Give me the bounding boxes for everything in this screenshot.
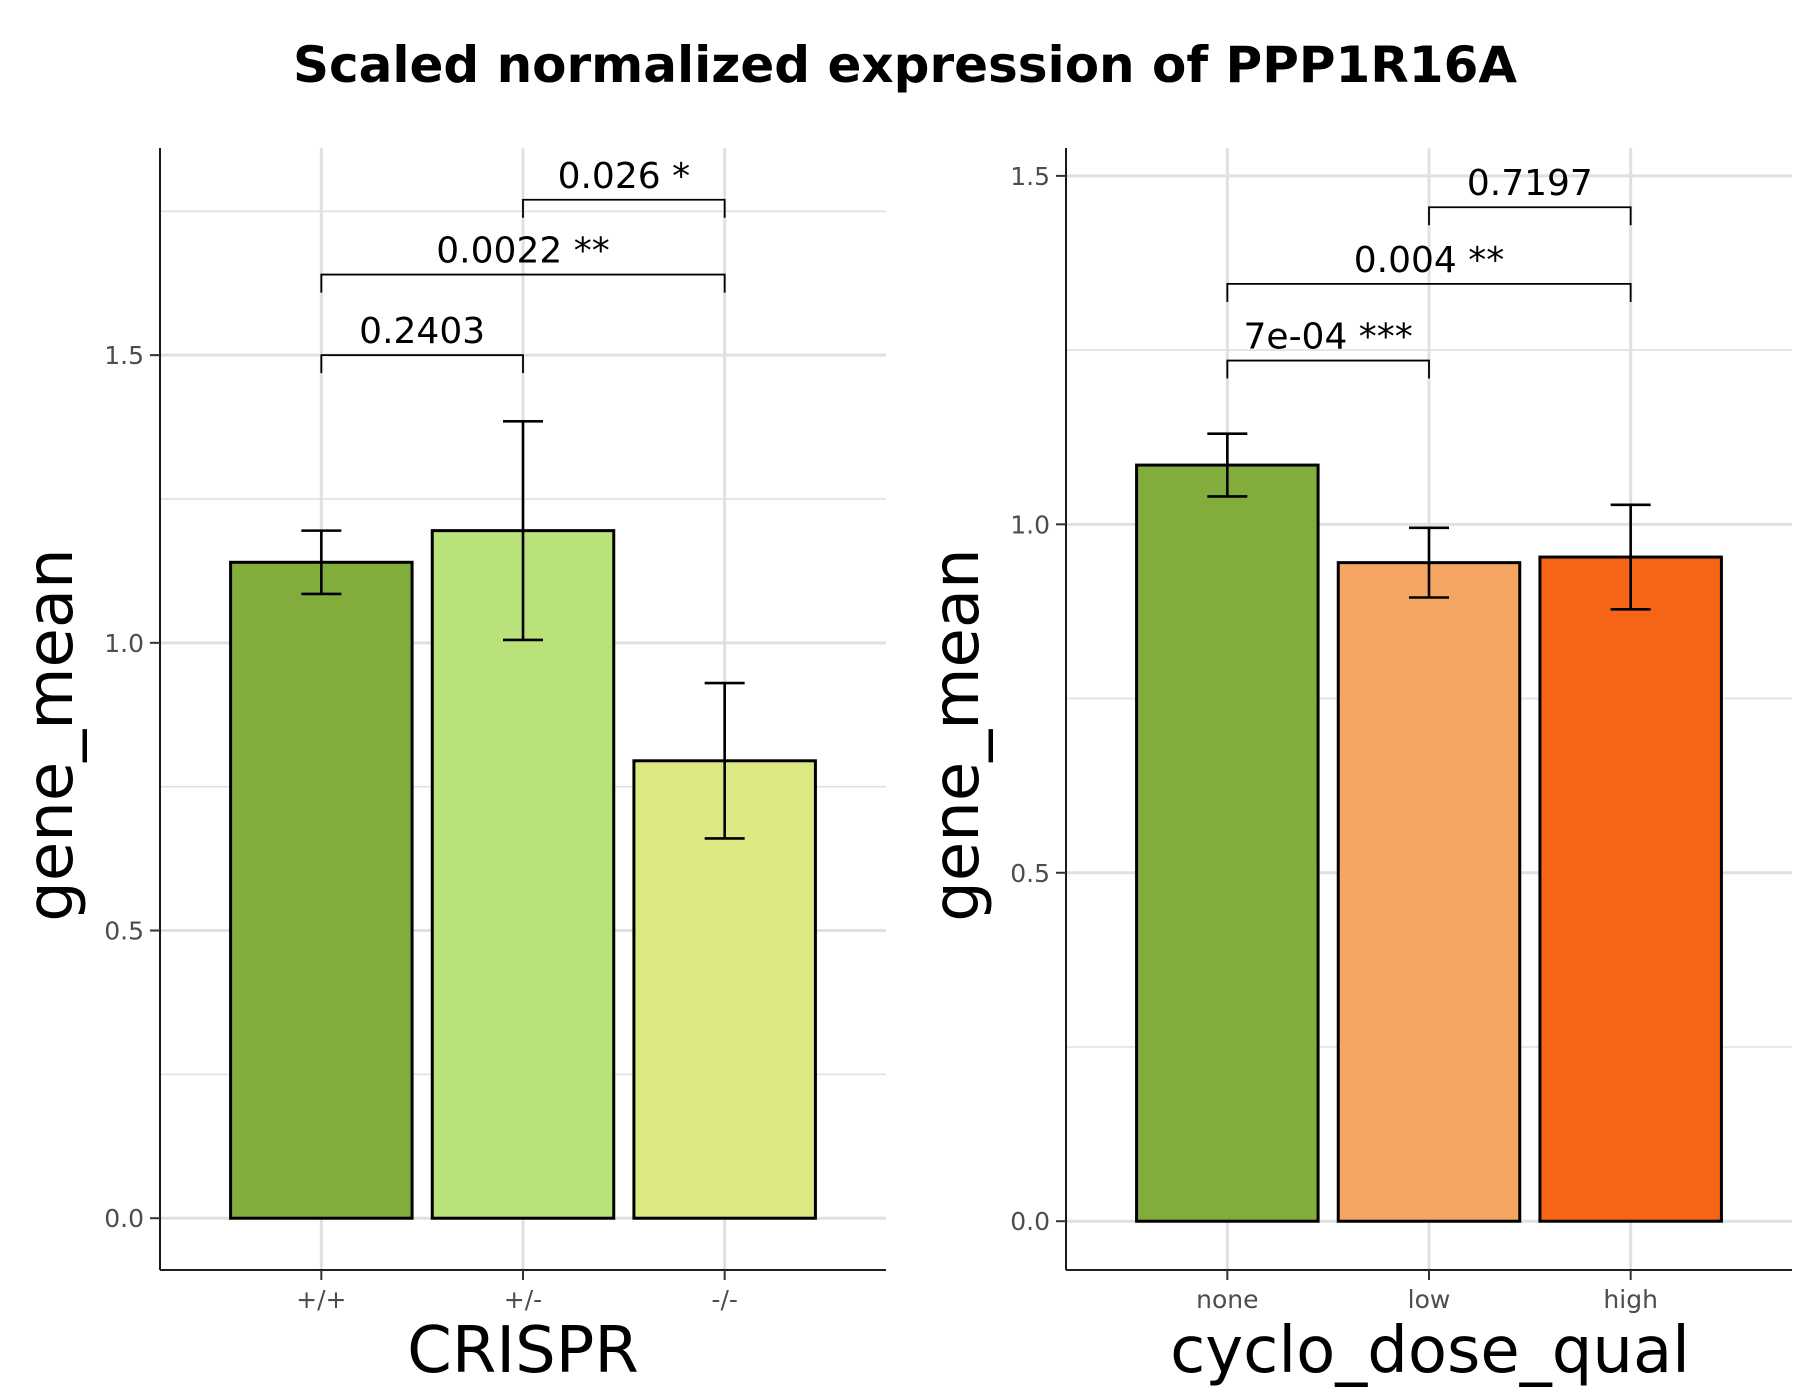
y-tick-label: 0.5 (1010, 859, 1050, 888)
x-tick-label: high (1603, 1285, 1658, 1314)
ticks-cyclo: 0.0 0.5 1.0 1.5 none low high (1010, 162, 1658, 1314)
comparisons-crispr: 0.2403 0.0022 ** 0.026 * (320, 156, 726, 374)
panel-crispr: 0.2403 0.0022 ** 0.026 * 0.0 0.5 1.0 1.5 +/+ +/… (14, 148, 886, 1388)
bar-+/+ (229, 560, 414, 1220)
significance-label: 0.026 * (558, 156, 691, 197)
significance-bracket (320, 273, 726, 293)
x-tick-label: -/- (711, 1285, 737, 1314)
x-tick-label: low (1408, 1285, 1451, 1314)
significance-bracket (320, 354, 524, 374)
figure-title: Scaled normalized expression of PPP1R16A (293, 36, 1517, 94)
bar-none (1135, 463, 1320, 1223)
significance-label: 0.0022 ** (436, 231, 609, 272)
y-tick-label: 0.0 (1010, 1207, 1050, 1236)
significance-bracket (1428, 206, 1632, 226)
errorbars-cyclo (1207, 432, 1651, 611)
significance-bracket (1226, 282, 1632, 302)
bar-+/- (430, 529, 616, 1220)
y-tick-label: 0.5 (104, 917, 144, 946)
ticks-crispr: 0.0 0.5 1.0 1.5 +/+ +/- -/- (104, 341, 738, 1314)
comparisons-cyclo: 7e-04 *** 0.004 ** 0.7197 (1226, 163, 1632, 379)
y-tick-label: 1.5 (104, 341, 144, 370)
significance-label: 0.004 ** (1354, 240, 1505, 281)
y-tick-label: 0.0 (104, 1204, 144, 1233)
x-axis-title-crispr: CRISPR (407, 1314, 639, 1388)
x-tick-label: +/+ (296, 1285, 346, 1314)
bar-high (1538, 555, 1723, 1223)
panel-cyclo: 7e-04 *** 0.004 ** 0.7197 0.0 0.5 1.0 1.5 none… (920, 148, 1792, 1388)
bars-crispr (229, 529, 817, 1220)
y-tick-label: 1.5 (1010, 162, 1050, 191)
x-tick-label: +/- (504, 1285, 542, 1314)
y-axis-title-cyclo: gene_mean (920, 548, 994, 921)
y-tick-label: 1.0 (104, 629, 144, 658)
errorbars-crispr (301, 420, 745, 840)
x-axis-title-cyclo: cyclo_dose_qual (1170, 1314, 1690, 1388)
y-tick-label: 1.0 (1010, 510, 1050, 539)
significance-label: 0.7197 (1467, 163, 1593, 204)
y-axis-title-crispr: gene_mean (14, 548, 88, 921)
bars-cyclo (1135, 463, 1723, 1223)
significance-label: 0.2403 (359, 311, 485, 352)
x-tick-label: none (1196, 1285, 1258, 1314)
significance-bracket (522, 198, 726, 218)
significance-label: 7e-04 *** (1244, 317, 1413, 358)
bar-low (1336, 561, 1522, 1223)
significance-bracket (1226, 359, 1430, 379)
